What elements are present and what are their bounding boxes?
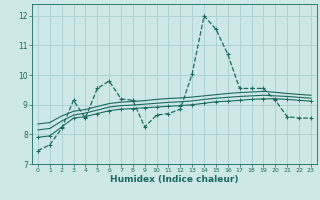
X-axis label: Humidex (Indice chaleur): Humidex (Indice chaleur): [110, 175, 239, 184]
